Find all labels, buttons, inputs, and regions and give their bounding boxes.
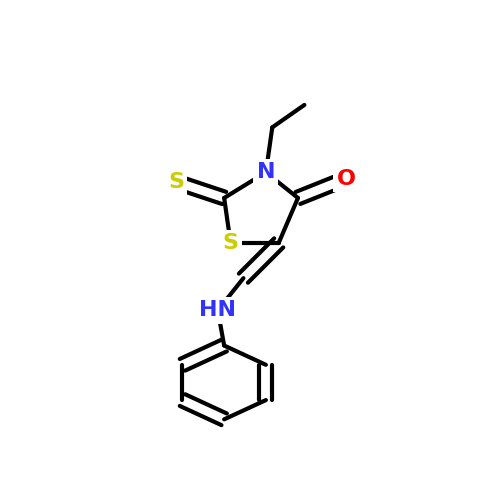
Text: S: S <box>222 233 238 253</box>
Text: N: N <box>256 162 275 182</box>
Text: S: S <box>168 172 184 192</box>
Text: HN: HN <box>199 300 236 320</box>
Text: O: O <box>336 168 355 188</box>
